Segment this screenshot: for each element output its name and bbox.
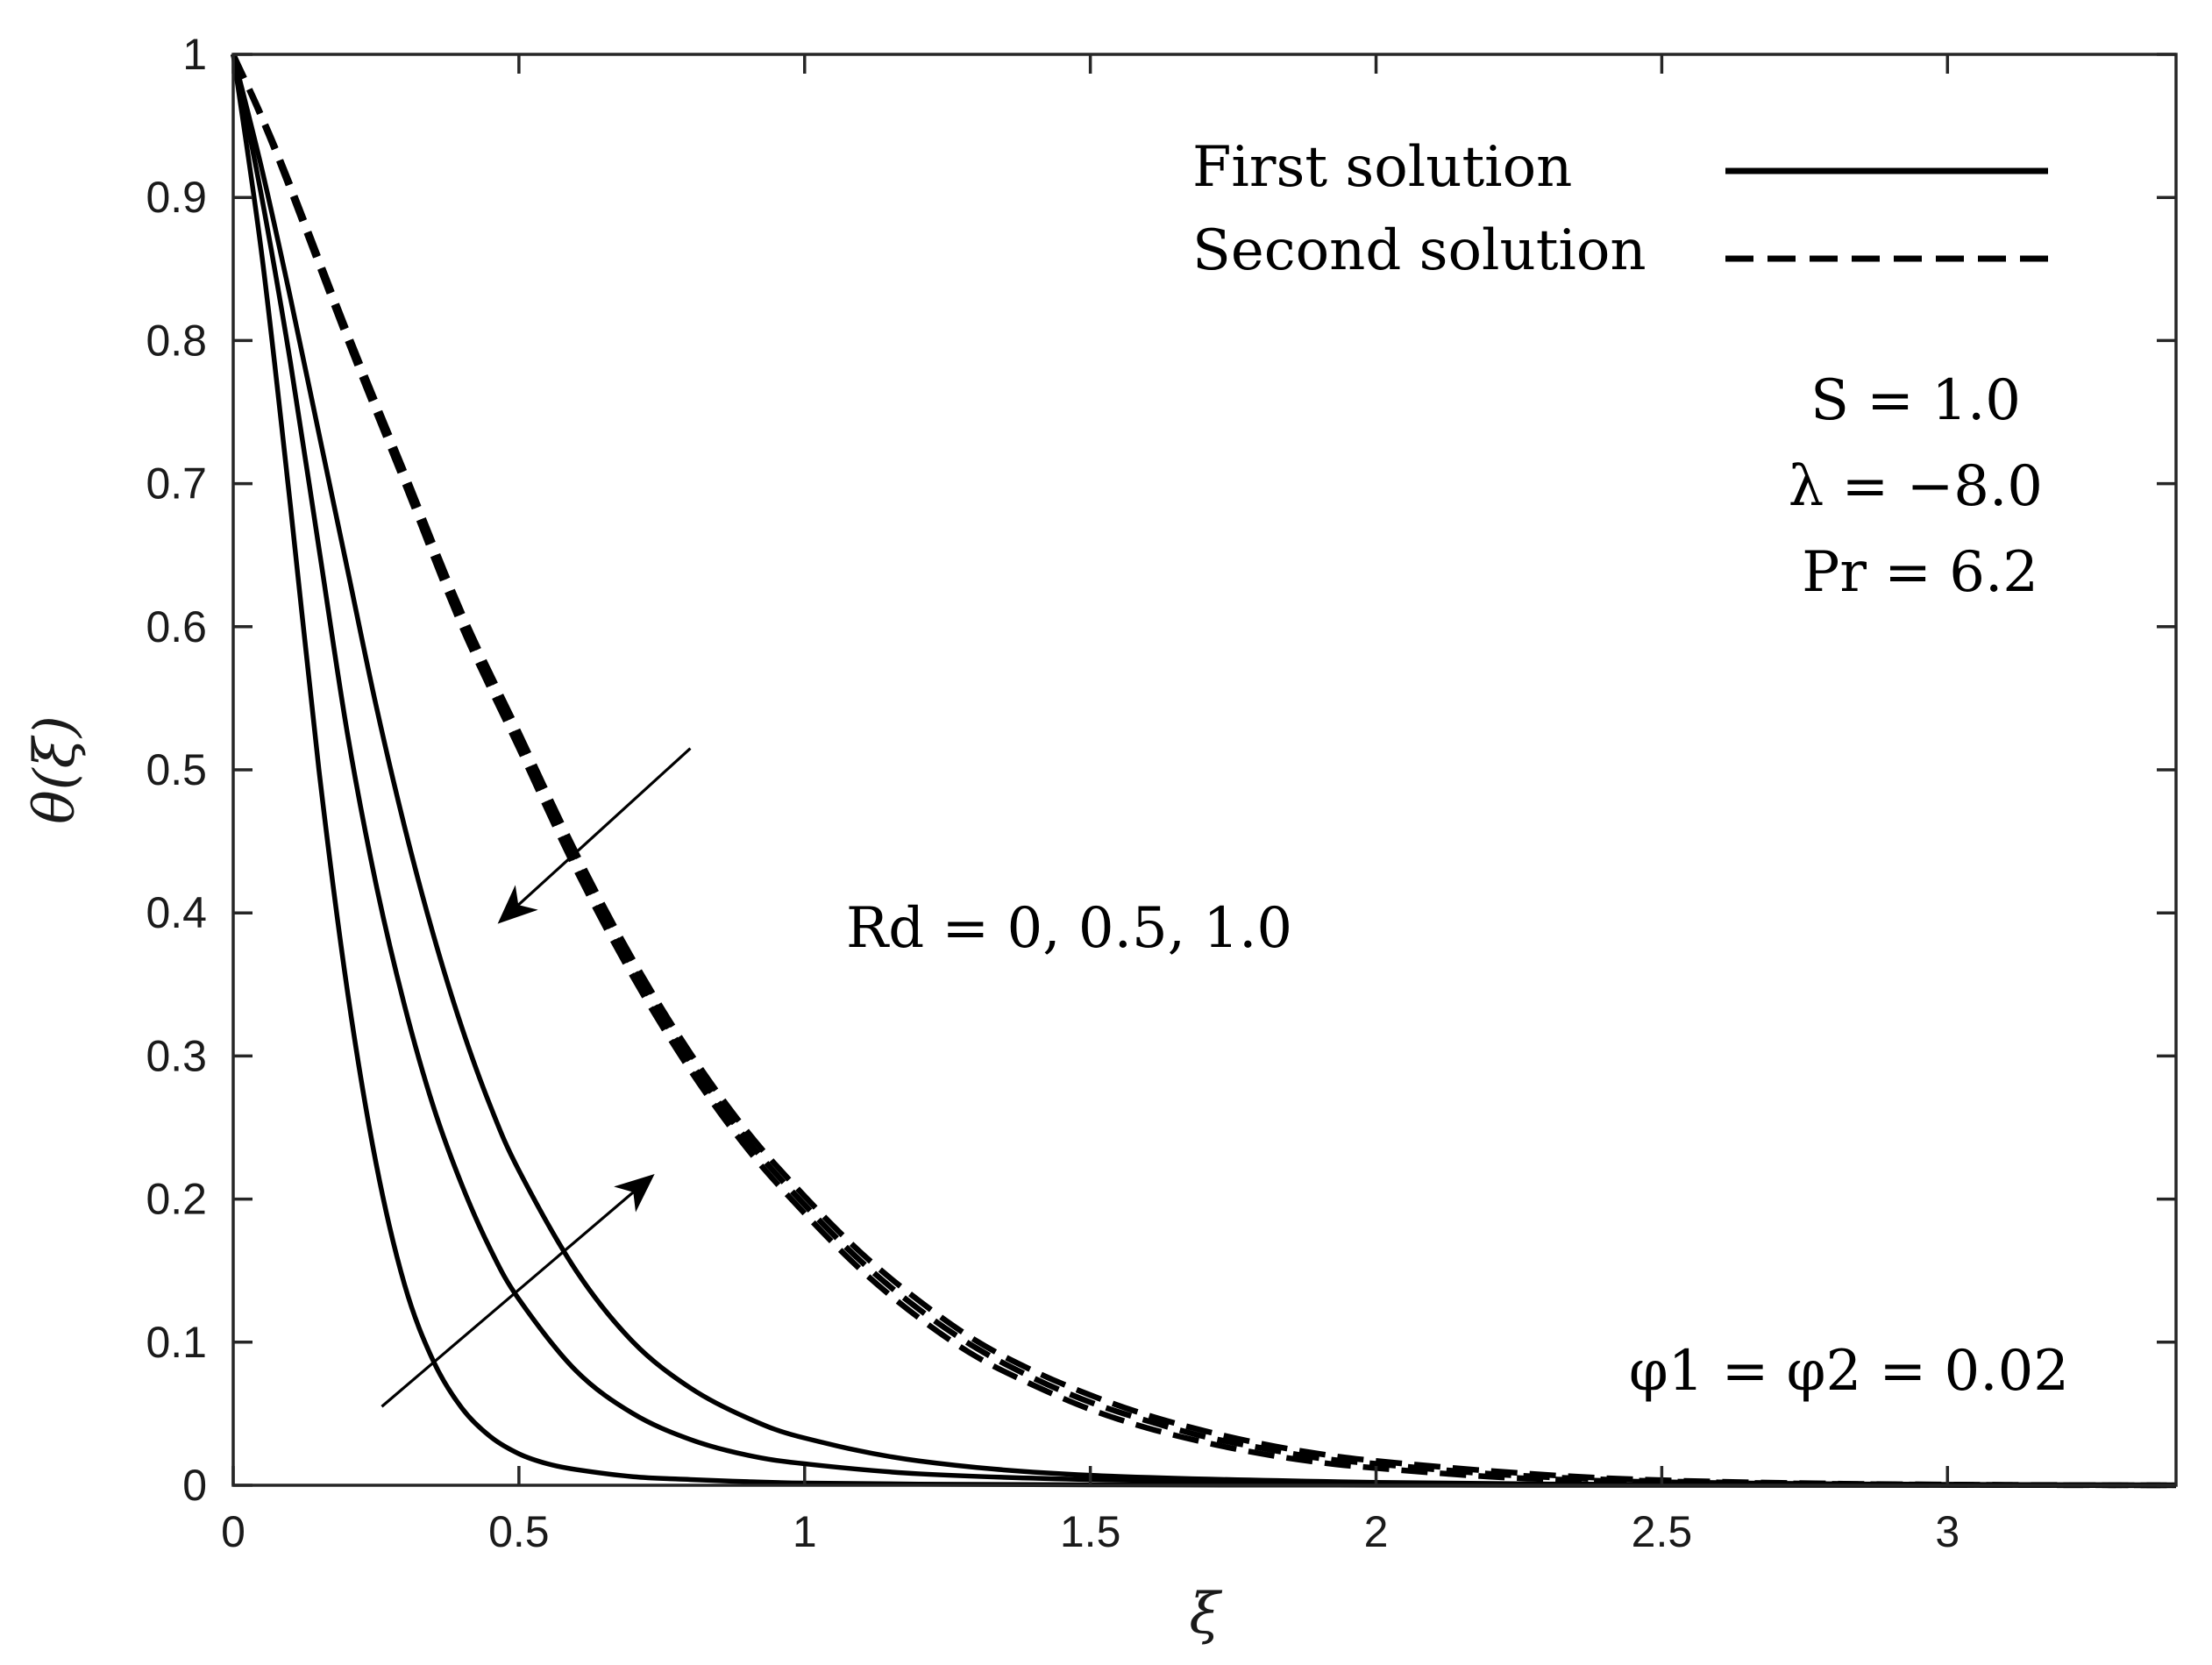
rd-label: Rd = 0, 0.5, 1.0 bbox=[846, 896, 1292, 961]
legend-label-first: First solution bbox=[1192, 135, 1572, 200]
x-tick-label: 2.5 bbox=[1632, 1507, 1693, 1556]
y-tick-label: 0.1 bbox=[146, 1318, 207, 1367]
y-tick-label: 0.2 bbox=[146, 1175, 207, 1224]
tick-layer: 0 0.5 1 1.5 2 2.5 3 0 0.1 0.2 0.3 0.4 0.5 0.6 0.7 0.8 0.… bbox=[146, 30, 2176, 1556]
y-tick-label: 0.9 bbox=[146, 173, 207, 222]
x-axis-label: ξ bbox=[1189, 1582, 1222, 1647]
legend: First solution Second solution bbox=[1192, 135, 2048, 283]
param-s: S = 1.0 bbox=[1810, 368, 2021, 433]
x-tick-label: 0 bbox=[221, 1507, 245, 1556]
x-tick-label: 2 bbox=[1364, 1507, 1389, 1556]
x-tick-label: 0.5 bbox=[488, 1507, 550, 1556]
param-lambda: λ = −8.0 bbox=[1789, 454, 2043, 519]
y-tick-label: 0.4 bbox=[146, 888, 207, 937]
arrow-second-solution bbox=[497, 747, 692, 924]
legend-label-second: Second solution bbox=[1192, 218, 1647, 283]
param-pr: Pr = 6.2 bbox=[1802, 540, 2038, 605]
x-tick-label: 1.5 bbox=[1060, 1507, 1121, 1556]
x-tick-label: 1 bbox=[793, 1507, 817, 1556]
y-tick-label: 0.8 bbox=[146, 316, 207, 365]
y-tick-label: 0.5 bbox=[146, 745, 207, 794]
parameter-annotations: S = 1.0 λ = −8.0 Pr = 6.2 Rd = 0, 0.5, 1… bbox=[846, 368, 2069, 1404]
y-axis-label: θ(ξ) bbox=[23, 715, 88, 824]
y-tick-label: 0.7 bbox=[146, 459, 207, 509]
y-tick-label: 1 bbox=[182, 30, 207, 79]
series-line-second-5 bbox=[231, 53, 2177, 1489]
y-tick-label: 0.6 bbox=[146, 602, 207, 651]
arrow-layer bbox=[381, 747, 692, 1408]
y-tick-label: 0.3 bbox=[146, 1031, 207, 1080]
x-tick-label: 3 bbox=[1935, 1507, 1960, 1556]
arrow-first-solution bbox=[381, 1173, 655, 1408]
phi-label: φ1 = φ2 = 0.02 bbox=[1629, 1339, 2069, 1404]
y-tick-label: 0 bbox=[182, 1461, 207, 1510]
